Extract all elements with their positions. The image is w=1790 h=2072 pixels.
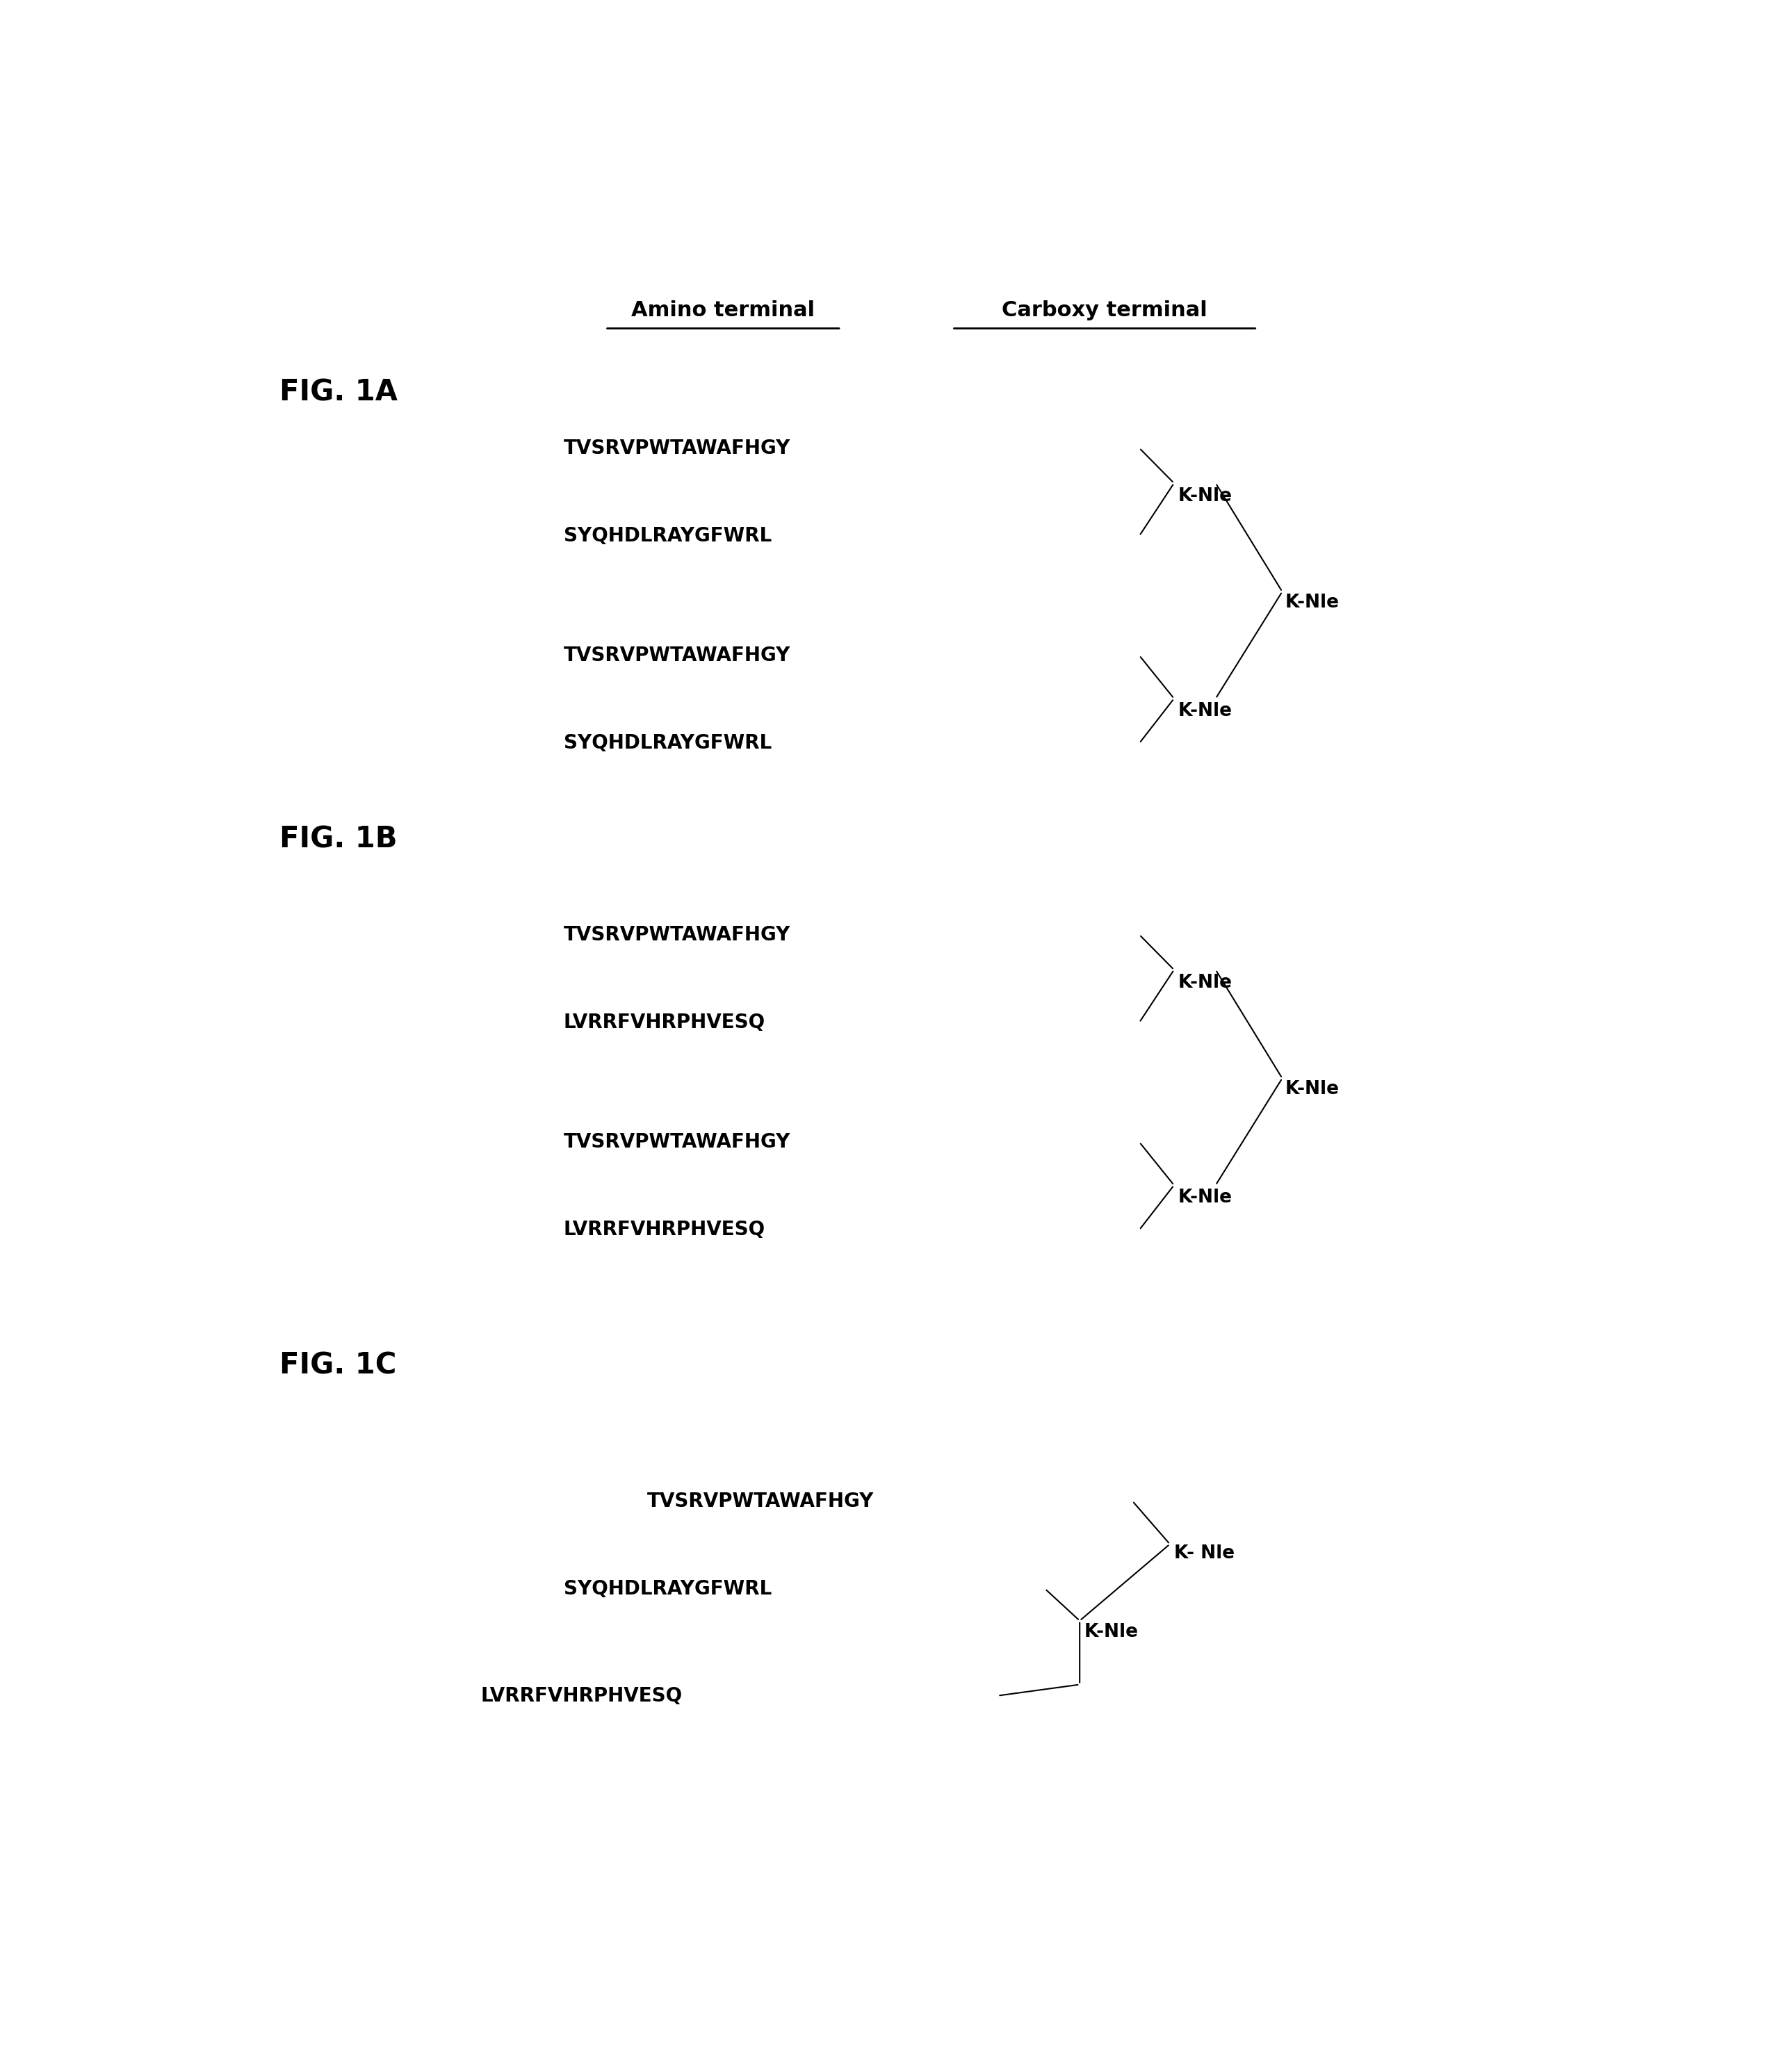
Text: LVRRFVHRPHVESQ: LVRRFVHRPHVESQ [480, 1687, 682, 1705]
Text: TVSRVPWTAWAFHGY: TVSRVPWTAWAFHGY [564, 646, 791, 665]
Text: K-Nle: K-Nle [1085, 1622, 1138, 1641]
Text: TVSRVPWTAWAFHGY: TVSRVPWTAWAFHGY [646, 1492, 874, 1510]
Text: SYQHDLRAYGFWRL: SYQHDLRAYGFWRL [564, 1579, 771, 1598]
Text: FIG. 1B: FIG. 1B [279, 825, 397, 854]
Text: Amino terminal: Amino terminal [632, 300, 814, 321]
Text: K-Nle: K-Nle [1285, 595, 1339, 611]
Text: K-Nle: K-Nle [1285, 1080, 1339, 1098]
Text: LVRRFVHRPHVESQ: LVRRFVHRPHVESQ [564, 1013, 766, 1032]
Text: Carboxy terminal: Carboxy terminal [1002, 300, 1208, 321]
Text: FIG. 1C: FIG. 1C [279, 1351, 396, 1380]
Text: SYQHDLRAYGFWRL: SYQHDLRAYGFWRL [564, 526, 771, 545]
Text: K-Nle: K-Nle [1178, 1189, 1232, 1208]
Text: FIG. 1A: FIG. 1A [279, 377, 397, 406]
Text: SYQHDLRAYGFWRL: SYQHDLRAYGFWRL [564, 733, 771, 752]
Text: K-Nle: K-Nle [1178, 974, 1232, 992]
Text: TVSRVPWTAWAFHGY: TVSRVPWTAWAFHGY [564, 1133, 791, 1152]
Text: K-Nle: K-Nle [1178, 702, 1232, 721]
Text: K-Nle: K-Nle [1178, 487, 1232, 506]
Text: LVRRFVHRPHVESQ: LVRRFVHRPHVESQ [564, 1220, 766, 1239]
Text: TVSRVPWTAWAFHGY: TVSRVPWTAWAFHGY [564, 924, 791, 945]
Text: K- Nle: K- Nle [1174, 1544, 1235, 1562]
Text: TVSRVPWTAWAFHGY: TVSRVPWTAWAFHGY [564, 439, 791, 458]
